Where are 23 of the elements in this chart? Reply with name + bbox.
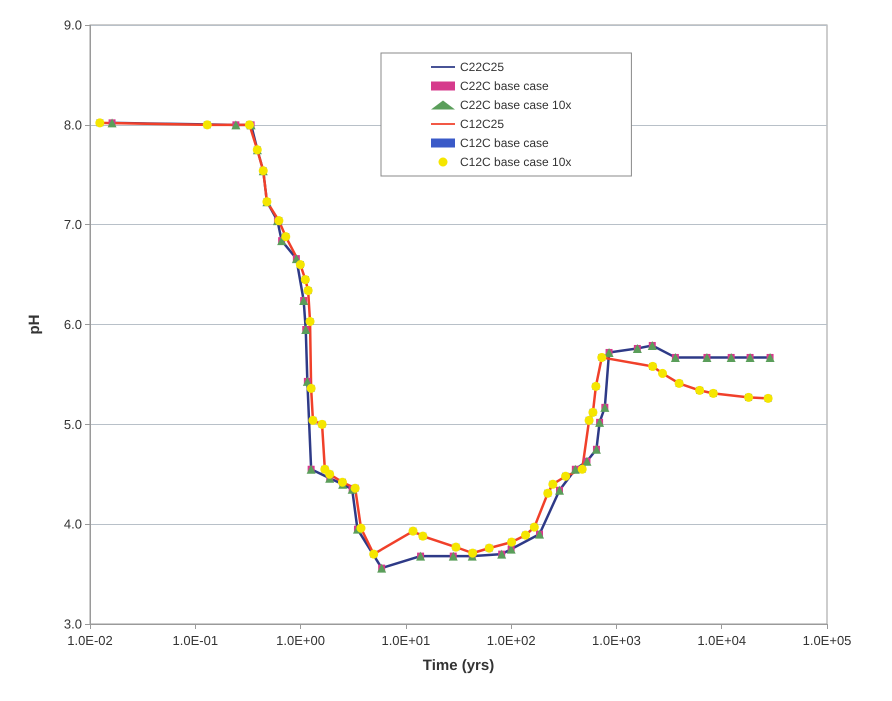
x-axis-title: Time (yrs): [422, 657, 494, 674]
legend-label: C22C base case: [460, 79, 550, 93]
legend-label: C12C base case 10x: [460, 155, 572, 169]
x-tick-label: 1.0E-02: [67, 633, 113, 648]
x-tick-label: 1.0E+02: [486, 633, 536, 648]
y-tick-label: 5.0: [64, 416, 82, 432]
x-tick-label: 1.0E+05: [802, 633, 852, 648]
y-tick-label: 7.0: [64, 217, 82, 232]
x-tick-label: 1.0E-01: [172, 633, 218, 648]
y-tick-label: 9.0: [64, 18, 82, 32]
legend-label: C12C25: [460, 117, 504, 131]
y-tick-label: 6.0: [64, 317, 82, 332]
y-axis-title: pH: [26, 314, 43, 334]
legend-label: C12C base case: [460, 136, 550, 150]
x-tick-label: 1.0E+01: [381, 633, 430, 648]
x-tick-label: 1.0E+00: [276, 633, 325, 648]
legend-label: C22C25: [460, 60, 504, 74]
x-tick-label: 1.0E+04: [697, 633, 746, 648]
x-tick-label: 1.0E+03: [592, 633, 641, 648]
legend-label: C22C base case 10x: [460, 98, 572, 112]
y-tick-label: 3.0: [64, 616, 82, 632]
y-tick-label: 4.0: [64, 516, 82, 532]
y-tick-label: 8.0: [64, 117, 82, 132]
